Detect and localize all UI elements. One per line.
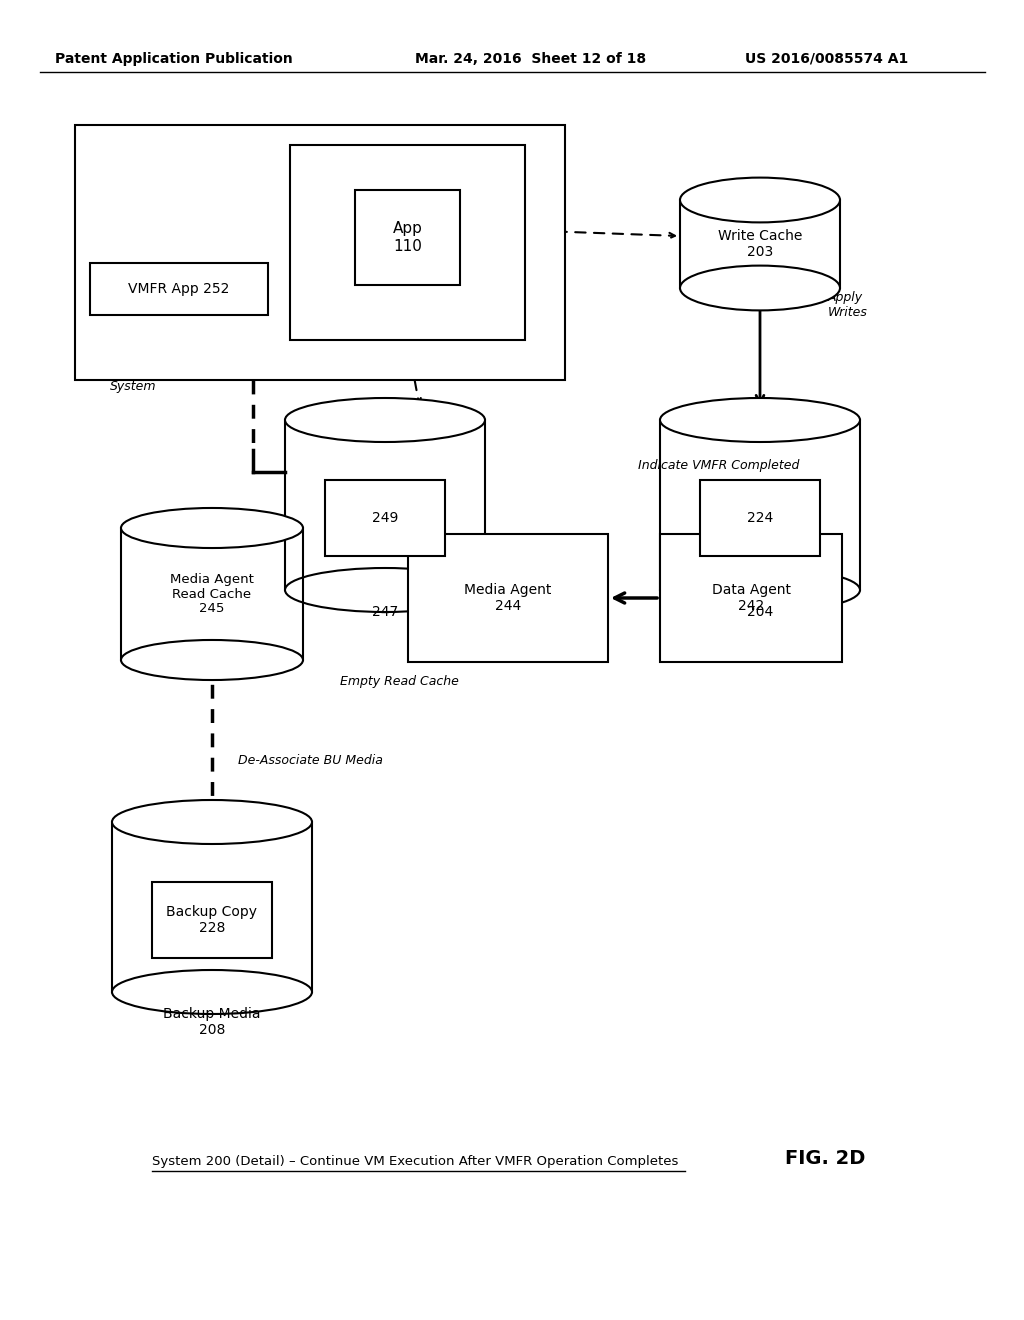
Text: Backup Copy
228: Backup Copy 228 — [167, 904, 257, 935]
Text: Execute VM: Execute VM — [185, 129, 266, 144]
FancyBboxPatch shape — [152, 882, 272, 958]
Ellipse shape — [112, 800, 312, 843]
Text: Patent Application Publication: Patent Application Publication — [55, 51, 293, 66]
Text: Mar. 24, 2016  Sheet 12 of 18: Mar. 24, 2016 Sheet 12 of 18 — [415, 51, 646, 66]
Text: 224: 224 — [746, 511, 773, 525]
Ellipse shape — [285, 568, 485, 612]
Text: 204: 204 — [746, 605, 773, 619]
FancyBboxPatch shape — [408, 535, 608, 663]
Text: 202: 202 — [83, 129, 110, 144]
Text: System 200 (Detail) – Continue VM Execution After VMFR Operation Completes: System 200 (Detail) – Continue VM Execut… — [152, 1155, 678, 1168]
Text: Apply
Writes: Apply Writes — [828, 290, 868, 319]
Bar — [680, 201, 840, 288]
Text: Indicate VMFR Completed: Indicate VMFR Completed — [638, 459, 800, 473]
Bar — [121, 528, 303, 660]
Text: Media Agent
Read Cache
245: Media Agent Read Cache 245 — [170, 573, 254, 615]
Ellipse shape — [121, 640, 303, 680]
Text: Write Cache
203: Write Cache 203 — [718, 228, 802, 259]
Text: De-Associate BU Media: De-Associate BU Media — [238, 754, 383, 767]
Ellipse shape — [285, 399, 485, 442]
Ellipse shape — [112, 970, 312, 1014]
Bar — [112, 822, 312, 993]
Text: US 2016/0085574 A1: US 2016/0085574 A1 — [745, 51, 908, 66]
Text: VMFR App 252: VMFR App 252 — [128, 282, 229, 296]
Bar — [285, 420, 485, 590]
Text: Media Agent
244: Media Agent 244 — [464, 583, 552, 612]
FancyBboxPatch shape — [290, 145, 525, 341]
Text: VM 201: VM 201 — [298, 150, 350, 164]
Text: Empty Read Cache: Empty Read Cache — [340, 675, 459, 688]
FancyBboxPatch shape — [700, 479, 820, 556]
Ellipse shape — [680, 265, 840, 310]
Text: Backup Media
208: Backup Media 208 — [163, 1007, 261, 1038]
FancyBboxPatch shape — [90, 263, 268, 315]
Text: App
110: App 110 — [392, 222, 423, 253]
Text: 249: 249 — [372, 511, 398, 525]
Ellipse shape — [121, 508, 303, 548]
Ellipse shape — [680, 178, 840, 222]
FancyBboxPatch shape — [325, 479, 445, 556]
Text: FIG. 2D: FIG. 2D — [785, 1148, 865, 1168]
FancyBboxPatch shape — [660, 535, 842, 663]
Bar — [660, 420, 860, 590]
Ellipse shape — [660, 568, 860, 612]
FancyBboxPatch shape — [355, 190, 460, 285]
Text: Unmount
Shared File
System: Unmount Shared File System — [98, 350, 168, 393]
Text: Data Agent
242: Data Agent 242 — [712, 583, 791, 612]
FancyBboxPatch shape — [75, 125, 565, 380]
Text: 247: 247 — [372, 605, 398, 619]
Ellipse shape — [660, 399, 860, 442]
